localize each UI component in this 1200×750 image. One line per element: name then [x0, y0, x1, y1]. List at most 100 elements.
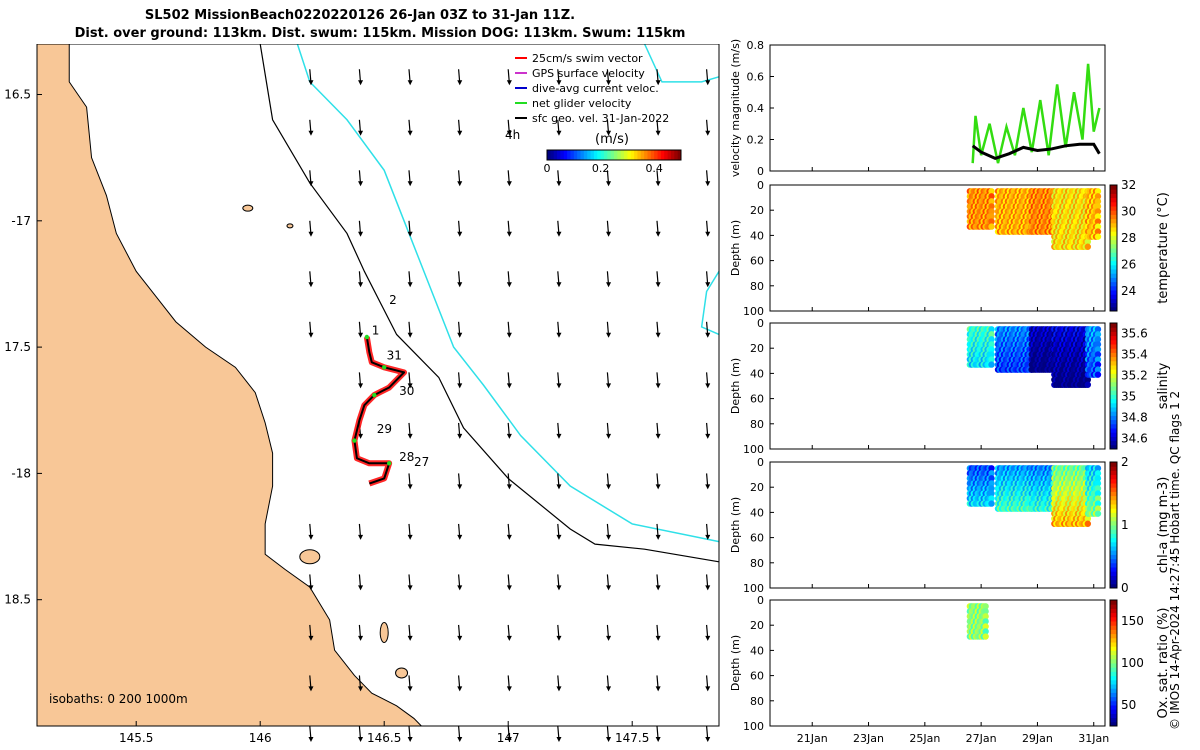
sfc-velocity-arrowhead — [407, 231, 413, 237]
sfc-velocity-arrowhead — [556, 736, 562, 742]
sfc-velocity-arrowhead — [407, 433, 413, 439]
section-colorbar-tick: 35.4 — [1121, 348, 1148, 362]
land-mass — [36, 44, 423, 727]
section-colorbar-cell — [1110, 621, 1117, 626]
section-colorbar-cell — [1110, 571, 1117, 576]
sfc-velocity-arrowhead — [606, 231, 612, 237]
section-colorbar-cell — [1110, 243, 1117, 249]
section-colorbar-cell — [1110, 483, 1117, 488]
legend-colorbar-cell — [577, 150, 581, 160]
section-colorbar-cell — [1110, 658, 1117, 664]
section-point — [1094, 366, 1102, 373]
depth-tick-label: 0 — [757, 456, 764, 469]
section-colorbar-cell — [1110, 415, 1117, 421]
legend-colorbar-cell — [657, 150, 662, 160]
sfc-velocity-arrowhead — [655, 736, 661, 742]
section-colorbar-cell — [1110, 222, 1117, 228]
sfc-velocity-arrowhead — [358, 332, 364, 338]
sfc-velocity-arrowhead — [358, 635, 364, 641]
section-colorbar-cell — [1110, 327, 1117, 332]
legend-colorbar-cell — [610, 150, 615, 160]
section-colorbar-cell — [1110, 675, 1117, 681]
depth-tick-label: 100 — [743, 443, 764, 456]
section-colorbar-cell — [1110, 629, 1117, 635]
day-label: 28 — [399, 450, 414, 464]
legend-colorbar-cell — [593, 150, 598, 160]
section-point — [1094, 505, 1102, 512]
sfc-velocity-arrowhead — [457, 332, 463, 338]
section-colorbar-cell — [1110, 302, 1117, 308]
section-point — [988, 465, 995, 472]
section-point — [982, 613, 989, 620]
legend-colorbar-cell — [550, 150, 555, 160]
sfc-velocity-arrowhead — [606, 383, 612, 389]
section-colorbar-cell — [1110, 705, 1117, 710]
map-x-tick-label: 147.5 — [615, 731, 649, 744]
sfc-velocity-arrowhead — [457, 181, 463, 187]
sfc-velocity-arrowhead — [457, 80, 463, 86]
section-colorbar-cell — [1110, 344, 1117, 349]
section-point — [1084, 515, 1092, 522]
depth-tick-label: 100 — [743, 720, 764, 733]
section-colorbar-cell — [1110, 541, 1117, 547]
depth-ylabel: Depth (m) — [729, 220, 742, 276]
section-colorbar-tick: 26 — [1121, 258, 1136, 272]
section-colorbar-cell — [1110, 231, 1117, 236]
section-point — [1094, 218, 1102, 225]
section-colorbar-cell — [1110, 277, 1117, 283]
section-colorbar-cell — [1110, 201, 1117, 207]
sfc-velocity-field — [308, 69, 711, 742]
section-point — [982, 618, 989, 625]
section-colorbar-frame — [1109, 599, 1118, 727]
section-colorbar-cell — [1110, 516, 1117, 522]
section-colorbar-cell — [1110, 684, 1117, 689]
legend-colorbar-cell — [573, 150, 578, 160]
section-colorbar-cell — [1110, 604, 1117, 609]
section-colorbar-cell — [1110, 440, 1117, 446]
sfc-velocity-arrowhead — [407, 736, 413, 742]
section-colorbar-cell — [1110, 474, 1117, 480]
section-colorbar-cell — [1110, 692, 1117, 698]
legend-colorbar-tick: 0 — [544, 162, 551, 175]
sfc-velocity-arrowhead — [606, 433, 612, 439]
section-scatter — [966, 188, 1102, 250]
section-colorbar-cell — [1110, 583, 1117, 589]
section-point — [1094, 495, 1102, 502]
section-colorbar-cell — [1110, 428, 1117, 433]
map-x-tick-label: 145.5 — [119, 731, 153, 744]
sfc-velocity-arrowhead — [705, 635, 711, 641]
sfc-velocity-arrowhead — [506, 181, 512, 187]
legend-colorbar-cell — [640, 150, 645, 160]
section-colorbar-cell — [1110, 193, 1117, 199]
section-colorbar-cell — [1110, 218, 1117, 224]
depth-tick-label: 100 — [743, 305, 764, 318]
section-colorbar-cell — [1110, 352, 1117, 358]
section-point — [1084, 381, 1092, 388]
sfc-velocity-arrowhead — [457, 383, 463, 389]
sfc-velocity-arrowhead — [358, 282, 364, 288]
sfc-velocity-arrowhead — [407, 635, 413, 641]
depth-tick-label: 40 — [750, 644, 764, 657]
section-point — [988, 495, 995, 502]
map-x-tick-label: 147 — [497, 731, 520, 744]
legend-colorbar-cell — [590, 150, 595, 160]
day-label: 2 — [389, 293, 397, 307]
legend-colorbar-cell — [627, 150, 632, 160]
sfc-velocity-arrowhead — [308, 181, 314, 187]
section-colorbar-cell — [1110, 281, 1117, 287]
section-point — [1094, 213, 1102, 220]
sfc-velocity-arrowhead — [655, 332, 661, 338]
section-colorbar-cell — [1110, 713, 1117, 719]
sfc-velocity-arrowhead — [407, 383, 413, 389]
glider-track-map[interactable]: 1 2 31 30 29 28 27 145.5 146 146.5 147 147.5 16.5 -17… — [0, 44, 730, 744]
section-point — [1094, 223, 1102, 230]
section-colorbar-cell — [1110, 256, 1117, 262]
legend-colorbar-cell — [553, 150, 558, 160]
sfc-velocity-arrowhead — [506, 282, 512, 288]
section-point — [1094, 341, 1102, 348]
section-colorbar-tick: 35.6 — [1121, 327, 1148, 341]
legend-colorbar-cell — [620, 150, 625, 160]
section-colorbar-cell — [1110, 206, 1117, 211]
section-colorbar-cell — [1110, 197, 1117, 203]
sfc-velocity-arrowhead — [308, 231, 314, 237]
